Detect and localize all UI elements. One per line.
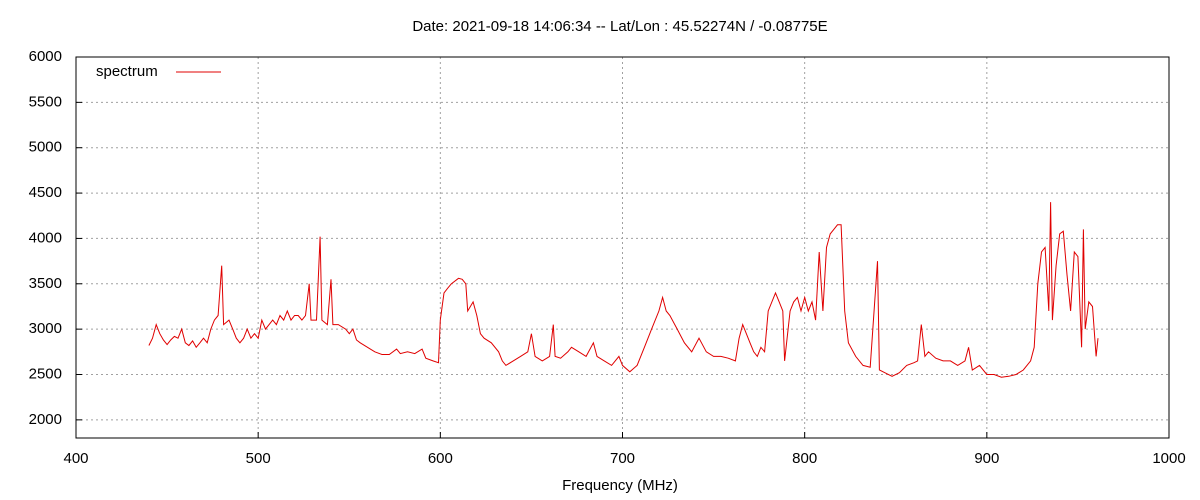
x-tick-label: 500 <box>246 450 271 467</box>
y-tick-label: 3000 <box>29 320 62 337</box>
chart-title: Date: 2021-09-18 14:06:34 -- Lat/Lon : 4… <box>412 18 827 35</box>
y-tick-label: 3500 <box>29 275 62 292</box>
x-axis-label: Frequency (MHz) <box>562 477 678 494</box>
x-tick-label: 800 <box>792 450 817 467</box>
x-tick-label: 400 <box>63 450 88 467</box>
y-tick-label: 6000 <box>29 48 62 65</box>
x-tick-label: 600 <box>428 450 453 467</box>
y-tick-label: 2500 <box>29 365 62 382</box>
y-tick-label: 4000 <box>29 229 62 246</box>
x-tick-label: 700 <box>610 450 635 467</box>
y-tick-label: 2000 <box>29 411 62 428</box>
legend-label: spectrum <box>96 63 158 80</box>
y-tick-label: 5500 <box>29 93 62 110</box>
plot-frame <box>75 56 1170 439</box>
y-tick-label: 5000 <box>29 139 62 156</box>
y-tick-label: 4500 <box>29 184 62 201</box>
x-tick-label: 900 <box>974 450 999 467</box>
spectrum-line <box>148 202 1099 378</box>
x-tick-label: 1000 <box>1152 450 1185 467</box>
